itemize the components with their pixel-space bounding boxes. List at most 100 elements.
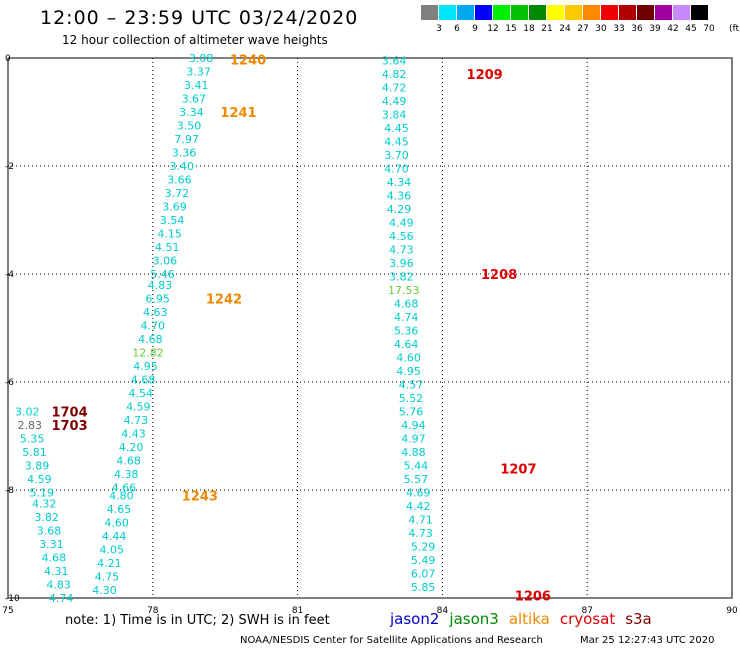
swh-value: 4.95	[133, 360, 158, 373]
swh-value: 3.02	[15, 406, 40, 419]
swh-value: 3.72	[165, 187, 190, 200]
map-frame	[7, 57, 733, 599]
swh-value: 4.68	[131, 373, 156, 386]
legend-swatch-9	[457, 5, 474, 20]
legend-swatch-70	[691, 5, 708, 20]
legend-swatch-24	[547, 5, 564, 20]
swh-value: 4.72	[382, 82, 407, 95]
swh-value: 4.63	[143, 306, 168, 319]
swh-value: 4.95	[396, 365, 421, 378]
x-tick-label: 90	[726, 606, 738, 616]
swh-value: 3.82	[389, 271, 414, 284]
swh-value: 3.70	[384, 149, 409, 162]
swh-value: 4.75	[95, 570, 120, 583]
x-tick-label: 78	[147, 606, 159, 616]
swh-value: 4.66	[112, 481, 137, 494]
swh-value: 3.40	[170, 160, 195, 173]
pass-time-label: 1209	[467, 68, 503, 83]
swh-value: 4.69	[406, 487, 431, 500]
legend-label-70: 70	[703, 24, 715, 34]
swh-value: 4.44	[102, 530, 127, 543]
legend-swatch-12	[475, 5, 492, 20]
satellite-jason2: jason2	[390, 610, 440, 628]
swh-value: 5.57	[404, 473, 429, 486]
swh-value: 3.34	[179, 106, 204, 119]
legend-swatch-21	[529, 5, 546, 20]
swh-value: 12.82	[132, 346, 164, 359]
swh-value: 5.36	[394, 325, 419, 338]
swh-value: 3.31	[39, 538, 64, 551]
swh-value: 6.95	[145, 292, 170, 305]
pass-time-label: 1207	[500, 462, 536, 477]
swh-value: 4.70	[141, 319, 166, 332]
legend-swatch-18	[511, 5, 528, 20]
swh-value: 4.32	[32, 498, 57, 511]
swh-value: 4.15	[157, 228, 182, 241]
swh-value: 4.49	[389, 217, 414, 230]
swh-value: 4.82	[382, 68, 407, 81]
legend-label-30: 30	[595, 24, 607, 34]
swh-value: 4.43	[121, 427, 146, 440]
swh-value: 3.64	[382, 55, 407, 68]
swh-value: 3.54	[160, 214, 185, 227]
swh-value: 3.08	[189, 52, 214, 65]
legend-label-9: 9	[472, 24, 478, 34]
swh-value: 3.84	[382, 109, 407, 122]
legend-label-27: 27	[577, 24, 589, 34]
satellite-cryosat: cryosat	[559, 610, 616, 628]
swh-value: 4.94	[401, 419, 426, 432]
legend-swatch-6	[439, 5, 456, 20]
swh-value: 4.30	[92, 584, 117, 597]
swh-value: 4.36	[387, 190, 412, 203]
swh-value: 4.56	[389, 230, 414, 243]
legend-swatch-36	[619, 5, 636, 20]
legend-swatch-15	[493, 5, 510, 20]
swh-value: 4.34	[387, 176, 412, 189]
swh-value: 4.73	[389, 244, 414, 257]
legend-label-36: 36	[631, 24, 643, 34]
pass-time-label: 1206	[515, 589, 551, 604]
swh-value: 4.73	[408, 527, 433, 540]
swh-value: 4.38	[114, 468, 139, 481]
legend-label-39: 39	[649, 24, 661, 34]
y-tick-label: -8	[5, 486, 14, 496]
legend-swatch-27	[565, 5, 582, 20]
swh-value: 7.97	[174, 133, 199, 146]
generated-timestamp: Mar 25 12:27:43 UTC 2020	[580, 635, 715, 646]
swh-value: 4.45	[384, 122, 409, 135]
satellite-jason3: jason3	[449, 610, 499, 628]
swh-value: 4.83	[148, 279, 173, 292]
swh-value: 3.50	[177, 120, 202, 133]
swh-value: 4.80	[109, 489, 134, 502]
x-tick-label: 75	[2, 606, 13, 616]
swh-value: 4.88	[401, 446, 426, 459]
swh-value: 4.20	[119, 441, 144, 454]
agency-credit: NOAA/NESDIS Center for Satellite Applica…	[240, 635, 543, 646]
pass-time-label: 1704	[51, 406, 87, 421]
legend-label-3: 3	[436, 24, 442, 34]
swh-value: 4.97	[401, 433, 426, 446]
legend-label-15: 15	[505, 24, 517, 34]
swh-value: 3.67	[182, 93, 207, 106]
swh-value: 3.68	[37, 525, 62, 538]
swh-value: 4.70	[384, 163, 409, 176]
swh-value: 5.81	[22, 446, 47, 459]
swh-value: 4.68	[138, 333, 163, 346]
swh-value: 4.64	[394, 338, 419, 351]
legend-label-42: 42	[667, 24, 679, 34]
swh-value: 4.21	[97, 557, 122, 570]
swh-value: 5.44	[404, 460, 429, 473]
swh-value: 3.37	[186, 66, 211, 79]
swh-value: 4.60	[396, 352, 421, 365]
satellite-s3a: s3a	[625, 610, 652, 628]
swh-value: 4.68	[116, 454, 141, 467]
swh-value: 4.49	[382, 95, 407, 108]
pass-time-label: 1241	[220, 106, 256, 121]
swh-value: 3.82	[34, 511, 59, 524]
satellite-legend: jason2 jason3 altika cryosat s3a	[390, 610, 662, 628]
legend-label-12: 12	[487, 24, 499, 34]
pass-time-label: 1703	[51, 419, 87, 434]
legend-swatch-30	[583, 5, 600, 20]
swh-value: 5.52	[399, 392, 424, 405]
